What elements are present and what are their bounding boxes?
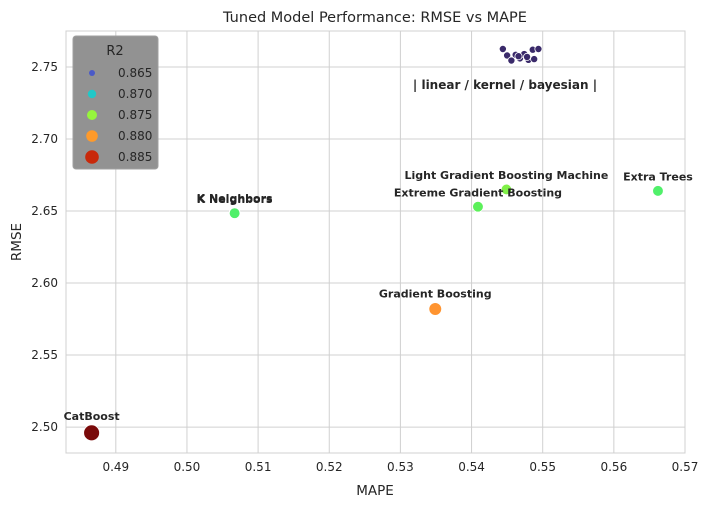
x-tick-label: 0.56 — [600, 460, 627, 474]
point-label: Extra Trees — [623, 171, 693, 184]
y-tick-label: 2.65 — [31, 204, 58, 218]
legend-marker — [89, 70, 95, 76]
point-label: K Neighbors — [197, 192, 273, 205]
legend-label: 0.870 — [118, 87, 152, 101]
chart-title: Tuned Model Performance: RMSE vs MAPE — [222, 10, 527, 26]
legend-marker — [87, 89, 97, 99]
x-tick-label: 0.55 — [529, 460, 556, 474]
point-label: CatBoost — [64, 410, 120, 423]
x-axis-label: MAPE — [356, 483, 394, 499]
data-point — [652, 185, 664, 197]
cluster-point — [503, 51, 512, 60]
y-tick-label: 2.75 — [31, 60, 58, 74]
x-tick-label: 0.51 — [245, 460, 272, 474]
data-points — [83, 183, 664, 442]
cluster-point — [534, 45, 543, 54]
x-tick-labels: 0.49 0.50 0.51 0.52 0.53 0.54 0.55 0.56 0.57 — [102, 460, 698, 474]
legend-label: 0.865 — [118, 66, 152, 80]
legend-label: 0.880 — [118, 129, 152, 143]
point-label: Light Gradient Boosting Machine — [404, 169, 608, 182]
cluster-point — [507, 56, 516, 65]
x-tick-label: 0.57 — [672, 460, 699, 474]
x-tick-label: 0.52 — [316, 460, 343, 474]
legend: R2 0.865 0.870 0.875 0.880 0.885 — [72, 35, 159, 170]
y-tick-label: 2.60 — [31, 276, 58, 290]
legend-marker — [86, 130, 98, 142]
cluster-point — [498, 45, 507, 54]
y-tick-label: 2.55 — [31, 348, 58, 362]
cluster-points — [498, 45, 543, 65]
legend-label: 0.875 — [118, 108, 152, 122]
cluster-label: | linear / kernel / bayesian | — [413, 78, 597, 92]
data-point — [228, 207, 241, 219]
point-label: Extreme Gradient Boosting — [394, 186, 562, 199]
y-tick-label: 2.50 — [31, 420, 58, 434]
y-tick-label: 2.70 — [31, 132, 58, 146]
legend-label: 0.885 — [118, 150, 152, 164]
grid — [66, 31, 686, 453]
x-tick-label: 0.50 — [174, 460, 201, 474]
legend-title: R2 — [106, 44, 123, 59]
legend-marker — [85, 150, 99, 164]
legend-marker — [87, 110, 97, 120]
data-point — [83, 424, 100, 442]
cluster-point — [514, 52, 523, 61]
data-point — [472, 200, 484, 213]
legend-entries: 0.865 0.870 0.875 0.880 0.885 — [85, 66, 152, 164]
x-tick-label: 0.49 — [102, 460, 129, 474]
point-label: Gradient Boosting — [379, 288, 492, 301]
data-point — [500, 183, 513, 196]
y-tick-labels: 2.50 2.55 2.60 2.65 2.70 2.75 — [31, 60, 58, 434]
y-axis-label: RMSE — [9, 223, 25, 261]
cluster-point — [530, 55, 539, 64]
data-point — [428, 302, 443, 316]
cluster-point — [523, 52, 532, 61]
plot-area — [65, 30, 686, 454]
x-tick-label: 0.53 — [387, 460, 414, 474]
point-label: K Neighbors — [197, 193, 273, 206]
x-tick-label: 0.54 — [458, 460, 485, 474]
